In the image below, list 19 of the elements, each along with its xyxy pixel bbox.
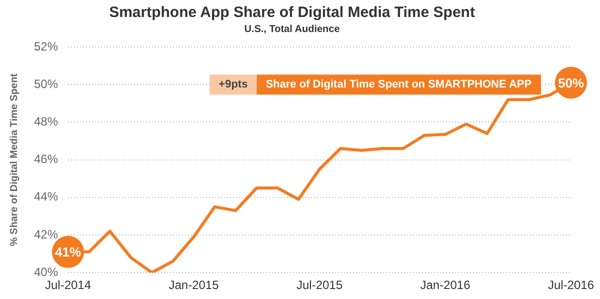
data-label: 50%	[558, 75, 584, 90]
data-label: 41%	[55, 244, 82, 260]
x-tick-label: Jan-2016	[420, 278, 471, 292]
y-tick-label: 46%	[34, 152, 58, 166]
y-tick-label: 52%	[34, 39, 58, 54]
chart-subtitle: U.S., Total Audience	[244, 24, 340, 35]
x-tick-label: Jul-2015	[296, 278, 343, 292]
y-tick-label: 50%	[34, 76, 58, 91]
x-tick-label: Jan-2015	[168, 278, 220, 292]
x-tick-label: Jul-2016	[548, 278, 594, 292]
y-tick-label: 40%	[34, 264, 58, 279]
y-tick-label: 44%	[34, 190, 58, 204]
x-tick-label: Jul-2014	[45, 278, 92, 292]
chart-title: Smartphone App Share of Digital Media Time Spent	[109, 4, 475, 22]
y-axis-title: % Share of Digital Media Time Spent	[8, 72, 20, 246]
y-tick-label: 48%	[34, 114, 58, 129]
y-tick-label: 42%	[34, 227, 58, 242]
annotation: +9pts	[218, 78, 248, 91]
annotation: Share of Digital Time Spent on SMARTPHONE APP	[266, 78, 532, 91]
